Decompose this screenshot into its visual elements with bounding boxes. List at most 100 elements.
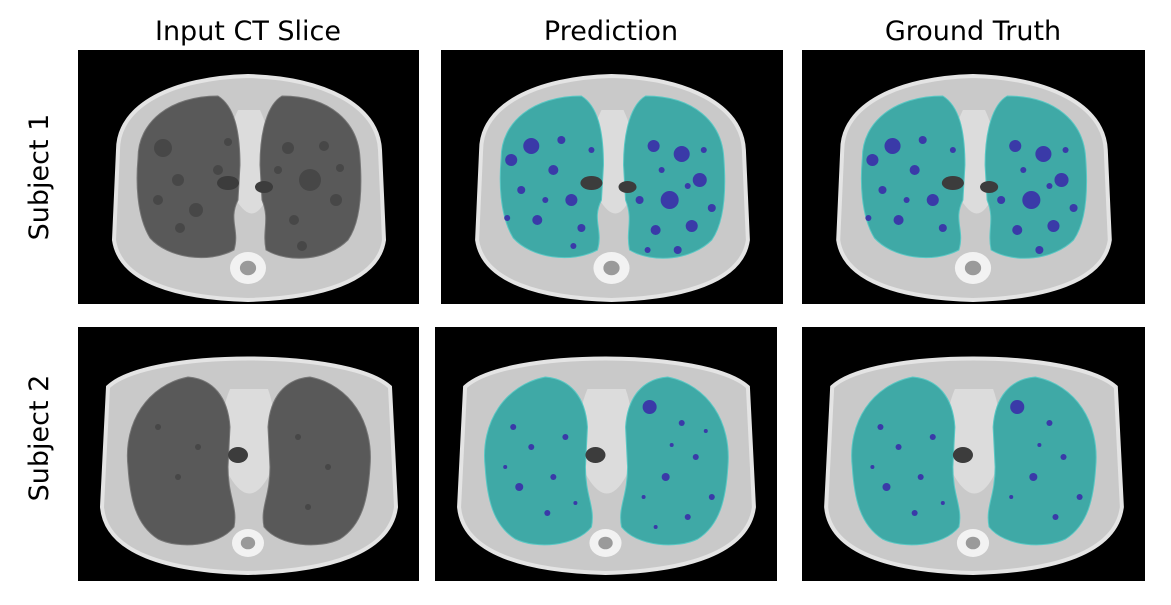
lung-left (499, 95, 604, 259)
lesion-mask (1035, 246, 1044, 254)
airway (255, 181, 273, 193)
lesion-mask (635, 196, 644, 204)
panel-subject2-ground-truth (802, 327, 1145, 581)
lesion-mask (1009, 140, 1022, 152)
lesion-mask (1060, 454, 1067, 460)
lesion-mask (562, 434, 569, 440)
spinal-canal (965, 536, 981, 550)
lesion-mask (1047, 220, 1060, 232)
lesion-mask (703, 429, 708, 433)
ct-image (802, 327, 1145, 581)
lung-cyst (336, 164, 344, 172)
lung-cyst (295, 434, 301, 440)
lesion-mask (517, 186, 526, 194)
lesion-mask (684, 183, 691, 189)
lung-cyst (330, 194, 342, 206)
lesion-mask (692, 454, 699, 460)
lesion-mask (577, 224, 586, 232)
spinal-canal (603, 260, 620, 276)
lesion-mask (528, 444, 535, 450)
lesion-mask (917, 474, 924, 480)
lesion-mask (653, 525, 658, 529)
lung-cyst (189, 203, 203, 217)
lesion-mask (893, 215, 904, 225)
lesion-mask (1054, 173, 1069, 187)
spinal-canal (240, 536, 256, 550)
lung-cyst (289, 215, 299, 225)
lung-cyst (274, 166, 282, 174)
lesion-mask (707, 204, 716, 212)
lung-right (620, 376, 729, 546)
lung-left (851, 376, 961, 546)
lesion-mask (684, 514, 691, 520)
lesion-mask (926, 194, 939, 206)
panel-subject2-input (78, 327, 419, 581)
lung-right (984, 95, 1088, 259)
panel-subject2-prediction (435, 327, 777, 581)
spinal-canal (598, 536, 613, 550)
lesion-mask (504, 215, 511, 221)
ct-image (441, 50, 783, 304)
airway (580, 176, 603, 190)
lesion-mask (866, 154, 879, 166)
mediastinum (945, 389, 1001, 494)
lesion-mask (1069, 204, 1078, 212)
lesion-mask (1035, 146, 1052, 162)
ct-image (435, 327, 777, 581)
lesion-mask (1076, 494, 1083, 500)
lesion-mask (884, 138, 901, 154)
lung-cyst (153, 195, 163, 205)
lung-cyst (297, 241, 307, 251)
lesion-mask (997, 196, 1006, 204)
lesion-mask (870, 465, 875, 469)
lesion-mask (692, 173, 707, 187)
lung-cyst (299, 169, 321, 191)
lesion-mask (523, 138, 540, 154)
lung-left (484, 376, 593, 546)
lesion-mask (505, 154, 518, 166)
lung-cyst (175, 474, 181, 480)
column-title-prediction: Prediction (543, 16, 679, 47)
lesion-mask (1046, 420, 1053, 426)
lung-cyst (282, 142, 294, 154)
lesion-mask (532, 215, 543, 225)
lesion-mask (938, 224, 947, 232)
airway (217, 176, 239, 190)
lesion-mask (548, 165, 559, 175)
lesion-mask (544, 510, 551, 516)
ct-image (78, 50, 419, 304)
airway (941, 176, 964, 190)
lesion-mask (573, 501, 578, 505)
lung-cyst (213, 165, 223, 175)
lesion-mask (503, 465, 508, 469)
lesion-mask (1052, 514, 1059, 520)
lesion-mask (700, 147, 707, 153)
lung-cyst (195, 444, 201, 450)
lesion-mask (570, 243, 577, 249)
mediastinum (221, 389, 276, 494)
lesion-mask (708, 494, 715, 500)
lesion-mask (911, 510, 918, 516)
lesion-mask (940, 501, 945, 505)
airway (952, 447, 973, 463)
lesion-mask (588, 147, 595, 153)
lung-cyst (154, 139, 172, 157)
lung-left (136, 95, 241, 259)
lesion-mask (1009, 495, 1014, 499)
lesion-mask (644, 247, 651, 253)
lesion-mask (647, 140, 660, 152)
lesion-mask (909, 165, 920, 175)
lesion-mask (673, 246, 682, 254)
airway (980, 181, 999, 193)
panel-subject1-input (78, 50, 419, 304)
row-title-subject-2: Subject 2 (24, 374, 55, 502)
lung-right (623, 95, 726, 259)
lesion-mask (1037, 443, 1042, 447)
airway (585, 447, 606, 463)
lesion-mask (669, 443, 674, 447)
lesion-mask (678, 420, 685, 426)
lesion-mask (658, 167, 665, 173)
lesion-mask (1062, 147, 1069, 153)
lesion-mask (1020, 167, 1027, 173)
lesion-mask (918, 136, 927, 144)
